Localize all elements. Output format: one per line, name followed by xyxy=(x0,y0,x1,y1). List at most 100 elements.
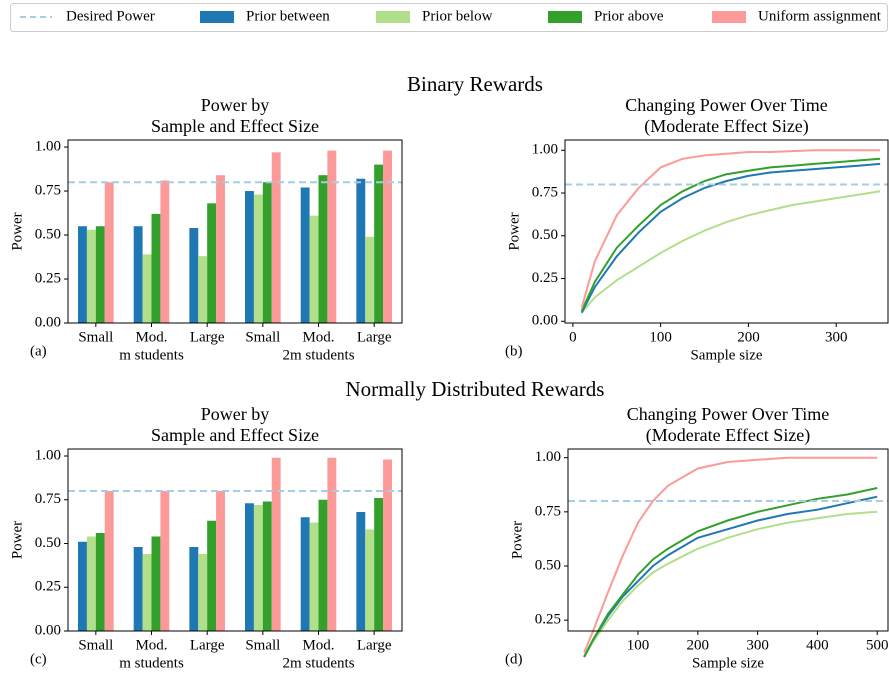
bar xyxy=(133,547,143,631)
panel-label: (b) xyxy=(505,343,523,359)
y-axis-label: Power xyxy=(509,521,525,559)
bar xyxy=(327,457,337,631)
bar xyxy=(216,491,225,631)
y-tick-label: 0.75 xyxy=(532,184,558,200)
bar xyxy=(78,226,87,323)
bar xyxy=(95,533,105,631)
chart-title: Sample and Effect Size xyxy=(151,425,319,445)
chart-title: Power by xyxy=(201,95,270,115)
y-tick-label: 1.00 xyxy=(35,447,61,463)
bar xyxy=(142,554,152,631)
y-tick-label: 0.25 xyxy=(35,579,61,595)
chart-title: Power by xyxy=(201,404,270,424)
x-tick-label: Small xyxy=(245,329,280,345)
group-label: 2m students xyxy=(282,347,354,363)
chart-title: Changing Power Over Time xyxy=(625,95,828,115)
series-line xyxy=(583,456,878,654)
legend-swatch xyxy=(200,11,234,23)
y-tick-label: 1.00 xyxy=(35,138,61,154)
bar xyxy=(86,536,96,631)
bar xyxy=(383,459,392,631)
bar xyxy=(133,226,143,323)
x-tick-label: Mod. xyxy=(302,329,334,345)
group-label: 2m students xyxy=(282,655,354,671)
legend-label: Prior between xyxy=(246,8,330,24)
x-tick-label: Large xyxy=(357,637,392,653)
bar xyxy=(86,229,96,323)
y-tick-label: 0.75 xyxy=(35,182,61,198)
chart-title: Sample and Effect Size xyxy=(151,116,319,136)
y-axis-label: Power xyxy=(9,521,25,559)
bar xyxy=(245,503,254,631)
series-line xyxy=(580,157,881,312)
y-axis-label: Power xyxy=(506,212,522,250)
bar xyxy=(189,227,199,323)
x-tick-label: Mod. xyxy=(135,329,167,345)
x-tick-label: Large xyxy=(190,329,225,345)
chart-title: (Moderate Effect Size) xyxy=(646,425,811,446)
bar xyxy=(300,517,310,631)
series-line xyxy=(580,162,881,314)
bar xyxy=(198,256,208,323)
chart-title: (Moderate Effect Size) xyxy=(644,116,809,137)
y-tick-label: 0.00 xyxy=(35,622,61,638)
bar xyxy=(151,536,161,631)
bar xyxy=(104,182,114,323)
x-tick-label: 100 xyxy=(627,637,650,653)
bar xyxy=(245,191,254,323)
x-tick-label: Small xyxy=(245,637,280,653)
y-tick-label: 0.50 xyxy=(535,557,561,573)
x-tick-label: Large xyxy=(190,637,225,653)
y-tick-label: 0.50 xyxy=(532,227,558,243)
bar xyxy=(78,541,87,631)
axes-frame xyxy=(67,139,403,324)
bar xyxy=(383,150,392,323)
y-tick-label: 0.50 xyxy=(35,226,61,242)
chart-title: Changing Power Over Time xyxy=(627,404,830,424)
series-line xyxy=(583,495,878,658)
axes-frame xyxy=(67,448,403,632)
legend-label: Desired Power xyxy=(66,8,155,24)
series-line xyxy=(583,487,878,658)
legend-label: Prior above xyxy=(594,8,664,24)
section-title: Normally Distributed Rewards xyxy=(346,377,605,401)
y-axis-label: Power xyxy=(9,212,25,250)
panel-label: (c) xyxy=(30,651,47,667)
bar xyxy=(271,152,281,323)
bar xyxy=(318,499,328,631)
x-tick-label: Small xyxy=(78,637,113,653)
bar xyxy=(327,150,337,323)
group-label: m students xyxy=(119,347,184,363)
axes-frame xyxy=(567,448,889,632)
bar xyxy=(95,226,105,323)
x-axis-label: Sample size xyxy=(690,347,762,363)
bar xyxy=(318,175,328,323)
panel-label: (d) xyxy=(505,651,523,667)
series-line xyxy=(580,149,881,308)
bar xyxy=(309,522,319,631)
y-tick-label: 0.75 xyxy=(35,491,61,507)
x-tick-label: 300 xyxy=(825,329,848,345)
x-tick-label: 0 xyxy=(569,329,577,345)
axes-frame xyxy=(564,139,889,324)
panel-label: (a) xyxy=(30,343,47,359)
x-tick-label: Mod. xyxy=(302,637,334,653)
x-tick-label: 100 xyxy=(649,329,672,345)
bar xyxy=(271,457,281,631)
x-tick-label: Mod. xyxy=(135,637,167,653)
y-tick-label: 0.00 xyxy=(532,313,558,329)
legend-swatch xyxy=(712,11,746,23)
bar xyxy=(356,178,366,323)
x-tick-label: 200 xyxy=(687,637,710,653)
bar xyxy=(253,194,263,323)
legend-swatch xyxy=(376,11,410,23)
legend-swatch xyxy=(548,11,582,23)
x-tick-label: 500 xyxy=(866,637,889,653)
bar xyxy=(365,529,375,631)
section-title: Binary Rewards xyxy=(407,72,543,96)
bar xyxy=(365,236,375,323)
y-tick-label: 0.75 xyxy=(535,503,561,519)
legend-label: Prior below xyxy=(422,8,493,24)
legend-label: Uniform assignment xyxy=(758,8,882,24)
